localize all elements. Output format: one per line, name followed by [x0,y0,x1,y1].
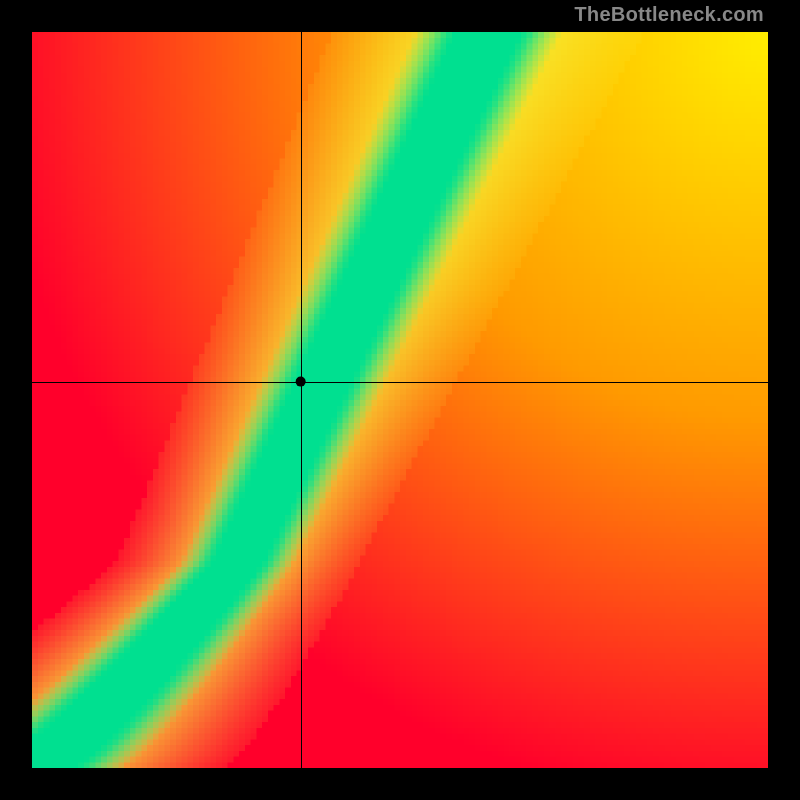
chart-container: { "figure": { "type": "heatmap", "waterm… [0,0,800,800]
crosshair-overlay [0,0,800,800]
watermark-text: TheBottleneck.com [574,4,764,27]
